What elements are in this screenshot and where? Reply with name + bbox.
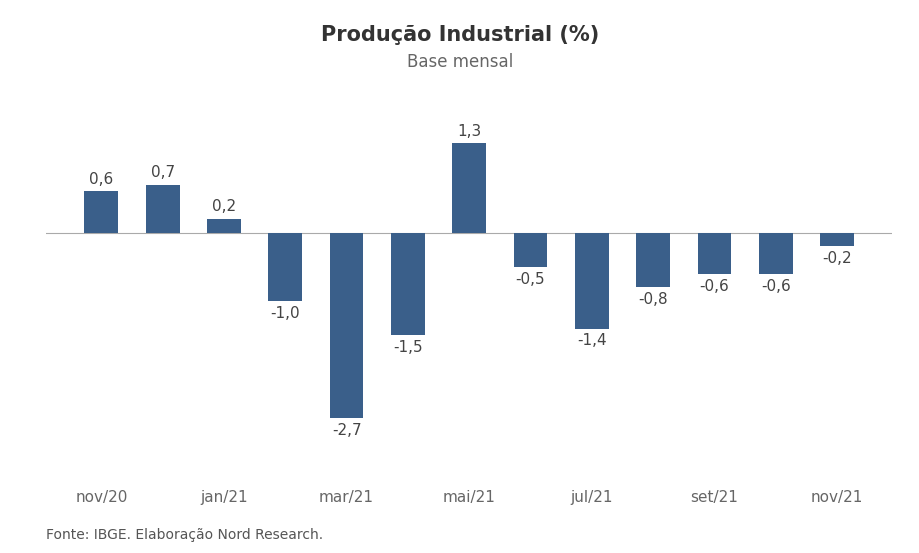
Text: jul/21: jul/21 xyxy=(570,489,612,504)
Text: -1,4: -1,4 xyxy=(576,333,606,348)
Text: -0,8: -0,8 xyxy=(638,292,667,307)
Bar xyxy=(820,233,853,246)
Text: nov/21: nov/21 xyxy=(810,489,862,504)
Text: Produção Industrial (%): Produção Industrial (%) xyxy=(321,25,598,45)
Bar xyxy=(145,185,179,233)
Bar xyxy=(636,233,669,288)
Text: nov/20: nov/20 xyxy=(75,489,128,504)
Text: -0,5: -0,5 xyxy=(516,272,545,286)
Text: set/21: set/21 xyxy=(690,489,738,504)
Text: 0,7: 0,7 xyxy=(151,165,175,180)
Text: -1,5: -1,5 xyxy=(392,340,422,355)
Bar xyxy=(268,233,301,301)
Text: -0,2: -0,2 xyxy=(822,251,851,266)
Text: -0,6: -0,6 xyxy=(698,279,729,294)
Bar xyxy=(513,233,547,267)
Text: mai/21: mai/21 xyxy=(442,489,495,504)
Text: -2,7: -2,7 xyxy=(332,422,361,437)
Text: 0,2: 0,2 xyxy=(211,199,236,214)
Bar xyxy=(697,233,731,274)
Text: jan/21: jan/21 xyxy=(200,489,247,504)
Text: 0,6: 0,6 xyxy=(89,171,113,186)
Text: Base mensal: Base mensal xyxy=(406,53,513,71)
Bar xyxy=(207,219,241,233)
Bar xyxy=(574,233,608,328)
Bar xyxy=(452,143,485,233)
Text: -1,0: -1,0 xyxy=(270,306,300,321)
Bar xyxy=(329,233,363,418)
Text: -0,6: -0,6 xyxy=(760,279,789,294)
Text: mar/21: mar/21 xyxy=(319,489,374,504)
Bar xyxy=(391,233,425,336)
Bar xyxy=(758,233,792,274)
Bar xyxy=(85,191,118,233)
Text: Fonte: IBGE. Elaboração Nord Research.: Fonte: IBGE. Elaboração Nord Research. xyxy=(46,528,323,542)
Text: 1,3: 1,3 xyxy=(457,123,481,139)
